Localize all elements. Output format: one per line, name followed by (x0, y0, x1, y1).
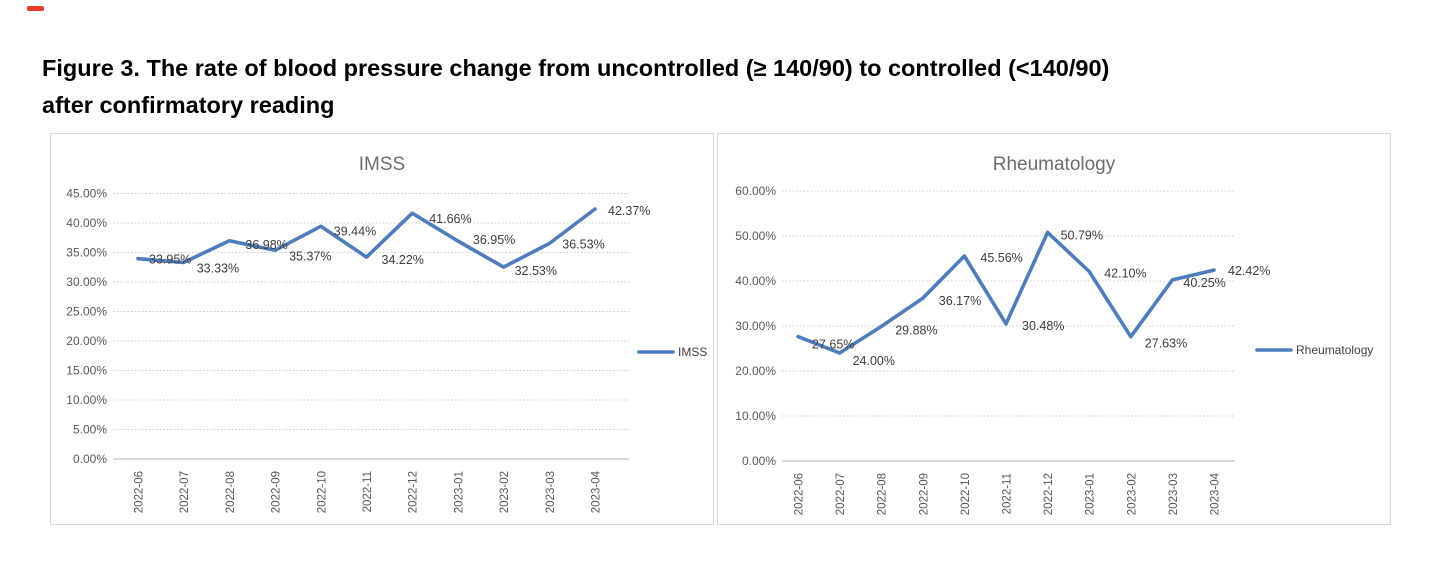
data-label: 27.63% (1145, 337, 1187, 351)
data-label: 35.37% (289, 249, 331, 263)
x-axis-label: 2022-09 (271, 471, 283, 513)
y-axis-label: 0.00% (73, 452, 107, 466)
data-label: 45.56% (980, 251, 1022, 265)
x-axis-label: 2023-01 (1085, 473, 1097, 515)
x-axis-label: 2022-07 (179, 471, 191, 513)
x-axis-label: 2023-03 (545, 471, 557, 513)
data-label: 42.10% (1104, 267, 1146, 281)
chart-title: Rheumatology (993, 154, 1116, 175)
x-axis-label: 2022-08 (225, 471, 237, 513)
x-axis-label: 2022-07 (835, 473, 847, 515)
figure-title: Figure 3. The rate of blood pressure cha… (42, 50, 1362, 124)
data-label: 24.00% (853, 354, 895, 368)
y-axis-label: 40.00% (66, 216, 107, 230)
data-label: 42.37% (608, 204, 650, 218)
y-axis-label: 15.00% (66, 364, 107, 378)
data-label: 36.53% (562, 237, 604, 251)
y-axis-label: 20.00% (66, 334, 107, 348)
y-axis-label: 30.00% (66, 275, 107, 289)
x-axis-label: 2022-06 (794, 473, 806, 515)
y-axis-label: 10.00% (735, 409, 776, 423)
y-axis-label: 40.00% (735, 274, 776, 288)
y-axis-label: 5.00% (73, 423, 107, 437)
imss-chart: IMSS 0.00% 5.00% 10.00% 15.00% 20.00% 25.00% 30… (66, 154, 707, 513)
x-axis-label: 2022-10 (960, 473, 972, 515)
data-label: 39.44% (334, 224, 376, 238)
legend-label: Rheumatology (1296, 343, 1373, 357)
y-axis-label: 35.00% (66, 246, 107, 260)
data-label: 42.42% (1228, 264, 1270, 278)
y-axis-label: 10.00% (66, 393, 107, 407)
y-axis-label: 20.00% (735, 364, 776, 378)
x-axis-label: 2023-02 (1126, 473, 1138, 515)
rheumatology-chart: Rheumatology 0.00% 10.00% 20.00% 30.00% 40.00… (735, 154, 1373, 515)
y-axis-label: 0.00% (742, 454, 776, 468)
data-label: 36.17% (939, 294, 981, 308)
x-axis-label: 2022-06 (134, 471, 146, 513)
figure-title-line1: Figure 3. The rate of blood pressure cha… (42, 55, 1110, 81)
data-label: 32.53% (515, 264, 557, 278)
x-axis-label: 2022-12 (1043, 473, 1055, 515)
figure-title-line2: after confirmatory reading (42, 92, 335, 118)
x-axis-label: 2023-04 (591, 470, 603, 513)
x-axis-label: 2022-12 (408, 471, 420, 513)
x-axis-label: 2023-04 (1210, 472, 1222, 515)
x-axis-label: 2022-11 (1002, 473, 1014, 514)
data-label: 41.66% (429, 212, 471, 226)
y-axis-label: 45.00% (66, 187, 107, 201)
y-axis-label: 50.00% (735, 229, 776, 243)
chart-title: IMSS (359, 154, 405, 175)
x-axis-label: 2022-08 (877, 473, 889, 515)
data-label: 33.95% (149, 253, 191, 267)
legend-label: IMSS (678, 345, 707, 359)
data-label: 36.98% (245, 238, 287, 252)
x-axis-label: 2023-02 (499, 471, 511, 513)
x-axis-label: 2022-09 (918, 473, 930, 515)
data-label: 50.79% (1061, 228, 1103, 242)
data-label: 36.95% (473, 233, 515, 247)
rheumatology-chart-panel: Rheumatology 0.00% 10.00% 20.00% 30.00% 40.00… (717, 133, 1391, 525)
imss-chart-panel: IMSS 0.00% 5.00% 10.00% 15.00% 20.00% 25.00% 30… (50, 133, 714, 525)
x-axis-label: 2022-10 (316, 471, 328, 513)
series-line (796, 230, 1216, 355)
x-axis-label: 2022-11 (362, 471, 374, 512)
data-label: 40.25% (1183, 276, 1225, 290)
red-mark (27, 6, 44, 11)
data-label: 34.22% (382, 253, 424, 267)
x-axis-label: 2023-01 (453, 471, 465, 513)
x-axis-label: 2023-03 (1168, 473, 1180, 515)
data-label: 27.65% (812, 338, 854, 352)
y-axis-label: 30.00% (735, 319, 776, 333)
data-label: 30.48% (1022, 319, 1064, 333)
series-line (136, 207, 597, 269)
y-axis-label: 60.00% (735, 184, 776, 198)
y-axis-label: 25.00% (66, 305, 107, 319)
data-label: 29.88% (895, 324, 937, 338)
data-label: 33.33% (197, 261, 239, 275)
